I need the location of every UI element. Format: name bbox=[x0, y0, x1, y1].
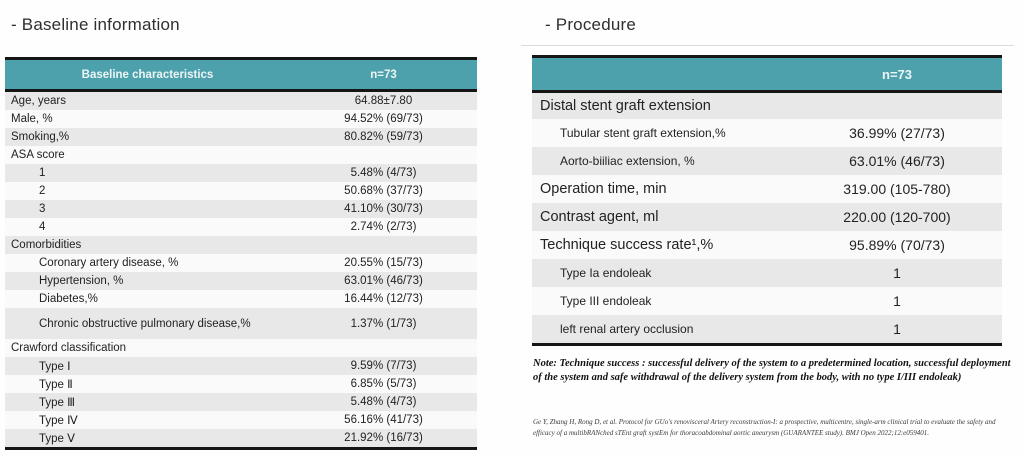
table-row: Diabetes,% 16.44% (12/73) bbox=[5, 290, 477, 308]
row-label: 1 bbox=[39, 167, 46, 179]
table-row: Tubular stent graft extension,% 36.99% (2… bbox=[532, 119, 1002, 147]
table-row: Coronary artery disease, % 20.55% (15/73) bbox=[5, 254, 477, 272]
row-value: 6.85% (5/73) bbox=[350, 378, 417, 390]
baseline-table: Baseline characteristics n=73 Age, years… bbox=[5, 57, 477, 450]
table-row: Technique success rate¹,% 95.89% (70/73) bbox=[532, 231, 1002, 259]
row-value: 1 bbox=[893, 321, 901, 337]
row-label: Crawford classification bbox=[11, 342, 127, 354]
row-label: Type III endoleak bbox=[560, 294, 652, 308]
row-value: 95.89% (70/73) bbox=[849, 237, 945, 253]
row-label: Aorto-biiliac extension, % bbox=[560, 154, 695, 168]
table-row: Aorto-biiliac extension, % 63.01% (46/73) bbox=[532, 147, 1002, 175]
row-value: 2.74% (2/73) bbox=[350, 221, 417, 233]
table-row: Type Ia endoleak 1 bbox=[532, 259, 1002, 287]
row-value: 94.52% (69/73) bbox=[344, 113, 423, 125]
row-value: 1 bbox=[893, 293, 901, 309]
table-row: Type Ⅱ 6.85% (5/73) bbox=[5, 375, 477, 393]
baseline-header-label: Baseline characteristics bbox=[81, 68, 214, 81]
row-label: Type Ⅲ bbox=[39, 397, 76, 409]
procedure-table-body: Distal stent graft extension Tubular sten… bbox=[532, 93, 1002, 346]
row-label: Type Ⅰ bbox=[39, 361, 71, 373]
table-row: left renal artery occlusion 1 bbox=[532, 315, 1002, 343]
row-label: Male, % bbox=[11, 113, 53, 125]
row-value: 20.55% (15/73) bbox=[344, 257, 423, 269]
row-value: 1 bbox=[893, 265, 901, 281]
row-label: Age, years bbox=[11, 95, 66, 107]
table-row: 4 2.74% (2/73) bbox=[5, 218, 477, 236]
row-value: 5.48% (4/73) bbox=[350, 167, 417, 179]
procedure-section-title: - Procedure bbox=[545, 15, 637, 34]
row-label: 3 bbox=[39, 203, 46, 215]
baseline-header-n: n=73 bbox=[370, 68, 397, 81]
table-row: Chronic obstructive pulmonary disease,% 1… bbox=[5, 308, 477, 339]
row-value: 5.48% (4/73) bbox=[350, 396, 417, 408]
technique-success-note: Note: Technique success : successful del… bbox=[533, 358, 1011, 383]
row-value: 50.68% (37/73) bbox=[344, 185, 423, 197]
table-row: 3 41.10% (30/73) bbox=[5, 200, 477, 218]
row-value: 1.37% (1/73) bbox=[350, 317, 417, 330]
table-row: Type Ⅳ 56.16% (41/73) bbox=[5, 411, 477, 429]
row-value: 63.01% (46/73) bbox=[849, 153, 945, 169]
row-value: 64.88±7.80 bbox=[354, 95, 413, 107]
baseline-table-header: Baseline characteristics n=73 bbox=[5, 57, 477, 92]
row-label: Coronary artery disease, % bbox=[39, 257, 179, 269]
row-label: Diabetes,% bbox=[39, 293, 98, 305]
row-label: Technique success rate¹,% bbox=[540, 237, 714, 253]
table-row: Male, % 94.52% (69/73) bbox=[5, 110, 477, 128]
table-row: 1 5.48% (4/73) bbox=[5, 164, 477, 182]
reference-citation: Ge Y, Zhang H, Rong D, et al. Protocol f… bbox=[533, 418, 996, 437]
table-row: Hypertension, % 63.01% (46/73) bbox=[5, 272, 477, 290]
row-label: Comorbidities bbox=[11, 239, 82, 251]
table-row: Type III endoleak 1 bbox=[532, 287, 1002, 315]
row-label: Tubular stent graft extension,% bbox=[560, 126, 726, 140]
row-label: Hypertension, % bbox=[39, 275, 124, 287]
table-row: Contrast agent, ml 220.00 (120-700) bbox=[532, 203, 1002, 231]
divider-line bbox=[521, 45, 1014, 46]
row-label: Smoking,% bbox=[11, 131, 70, 143]
row-value: 56.16% (41/73) bbox=[344, 414, 423, 426]
procedure-table: n=73 Distal stent graft extension Tubular… bbox=[532, 55, 1002, 346]
row-value: 41.10% (30/73) bbox=[344, 203, 423, 215]
row-label: left renal artery occlusion bbox=[560, 322, 694, 336]
baseline-table-body: Age, years 64.88±7.80 Male, % 94.52% (69/73… bbox=[5, 92, 477, 450]
row-label: Type Ⅳ bbox=[39, 415, 78, 427]
table-row: Age, years 64.88±7.80 bbox=[5, 92, 477, 110]
table-row: Comorbidities bbox=[5, 236, 477, 254]
table-row: Operation time, min 319.00 (105-780) bbox=[532, 175, 1002, 203]
row-label: Type Ⅱ bbox=[39, 379, 73, 391]
row-value: 9.59% (7/73) bbox=[350, 360, 417, 372]
table-row: Crawford classification bbox=[5, 339, 477, 357]
row-label: Contrast agent, ml bbox=[540, 209, 659, 225]
row-label: ASA score bbox=[11, 149, 65, 161]
procedure-table-header: n=73 bbox=[532, 55, 1002, 93]
row-value: 21.92% (16/73) bbox=[344, 432, 423, 444]
table-row: Type Ⅰ 9.59% (7/73) bbox=[5, 357, 477, 375]
row-label: Type Ia endoleak bbox=[560, 266, 652, 280]
row-value: 80.82% (59/73) bbox=[344, 131, 423, 143]
table-row: ASA score bbox=[5, 146, 477, 164]
row-label: Type Ⅴ bbox=[39, 433, 75, 445]
table-row: Distal stent graft extension bbox=[532, 93, 1002, 119]
table-row: Type Ⅴ 21.92% (16/73) bbox=[5, 429, 477, 447]
row-label: 2 bbox=[39, 185, 46, 197]
row-label: Distal stent graft extension bbox=[540, 98, 711, 114]
table-row: 2 50.68% (37/73) bbox=[5, 182, 477, 200]
table-row: Type Ⅲ 5.48% (4/73) bbox=[5, 393, 477, 411]
procedure-header-n: n=73 bbox=[882, 66, 912, 82]
row-value: 36.99% (27/73) bbox=[849, 125, 945, 141]
row-label: Operation time, min bbox=[540, 181, 667, 197]
row-value: 63.01% (46/73) bbox=[344, 275, 423, 287]
table-row: Smoking,% 80.82% (59/73) bbox=[5, 128, 477, 146]
row-value: 16.44% (12/73) bbox=[344, 293, 423, 305]
row-label: 4 bbox=[39, 221, 46, 233]
row-value: 319.00 (105-780) bbox=[843, 181, 951, 197]
row-value: 220.00 (120-700) bbox=[843, 209, 951, 225]
row-label: Chronic obstructive pulmonary disease,% bbox=[39, 317, 251, 330]
baseline-section-title: - Baseline information bbox=[11, 15, 180, 34]
